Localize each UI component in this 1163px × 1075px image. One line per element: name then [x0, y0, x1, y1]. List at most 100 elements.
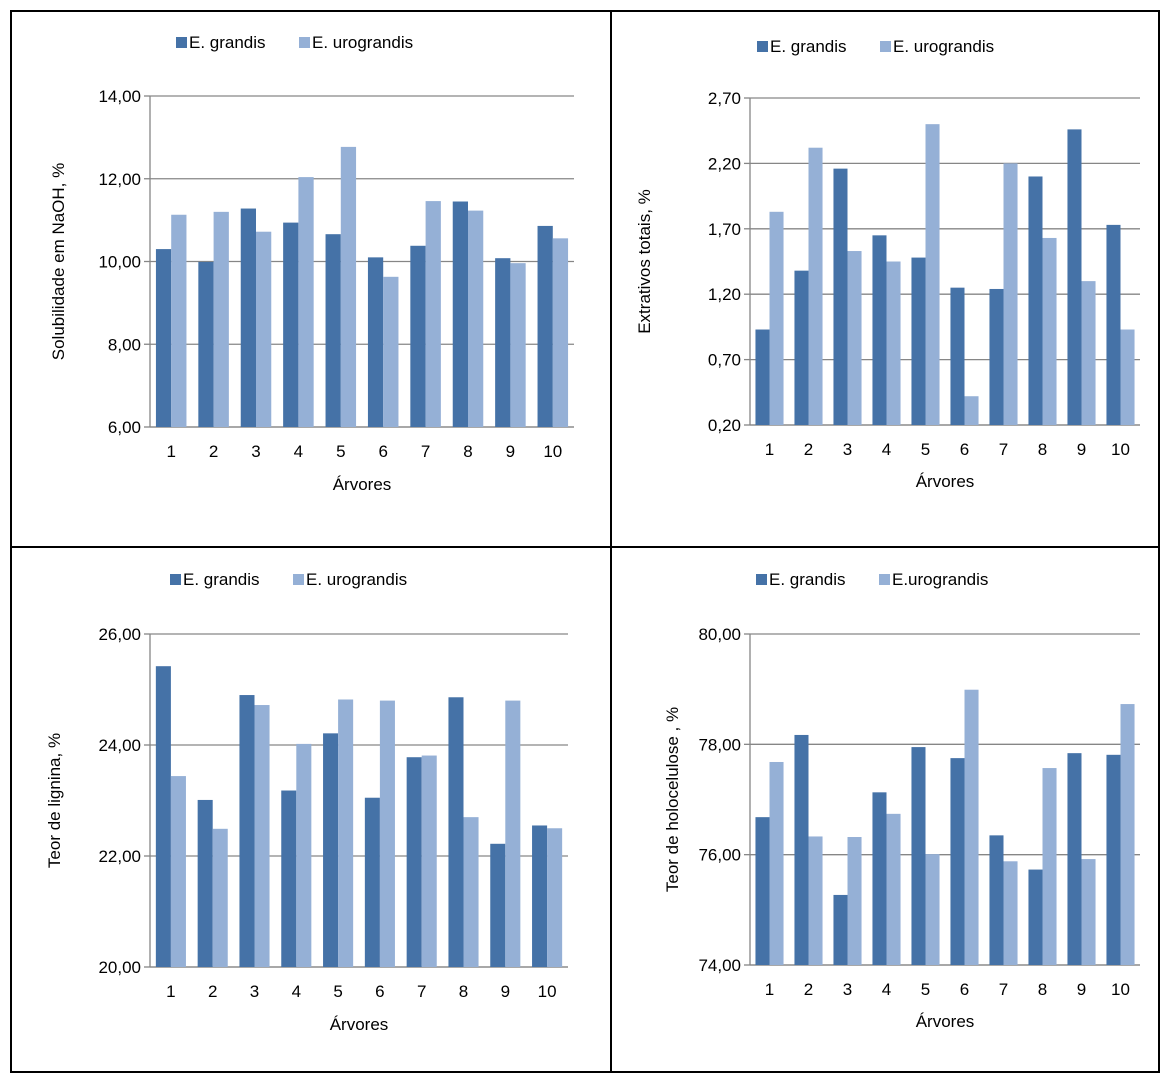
legend-swatch-grandis — [176, 37, 187, 48]
bar-grandis — [950, 758, 965, 965]
legend-swatch-grandis — [757, 41, 768, 52]
x-tick-label: 6 — [960, 440, 969, 459]
bar-grandis — [911, 257, 926, 425]
x-tick-label: 2 — [209, 442, 218, 461]
bar-grandis — [755, 817, 770, 965]
bar-grandis — [364, 797, 380, 967]
bar-grandis — [367, 257, 384, 427]
legend-label-urograndis: E. urograndis — [306, 570, 407, 589]
y-axis-title: Teor de lignina, % — [45, 733, 64, 868]
bar-urograndis — [463, 817, 479, 967]
bar-urograndis — [847, 251, 862, 425]
bar-urograndis — [925, 854, 940, 965]
y-tick-label: 80,00 — [698, 625, 741, 644]
y-tick-label: 22,00 — [98, 847, 141, 866]
x-tick-label: 7 — [999, 980, 1008, 999]
x-tick-label: 2 — [804, 440, 813, 459]
legend-label-grandis: E. grandis — [769, 570, 846, 589]
bar-urograndis — [847, 837, 862, 965]
figure-frame — [10, 10, 1160, 1073]
x-tick-label: 5 — [921, 980, 930, 999]
x-tick-label: 6 — [378, 442, 387, 461]
bar-grandis — [490, 843, 506, 967]
bar-urograndis — [256, 231, 272, 427]
bar-urograndis — [1120, 704, 1135, 965]
x-tick-label: 5 — [333, 982, 342, 1001]
bar-grandis — [410, 245, 426, 427]
bar-grandis — [325, 234, 341, 427]
x-tick-label: 4 — [292, 982, 301, 1001]
bar-urograndis — [170, 776, 186, 967]
legend-swatch-urograndis — [299, 37, 310, 48]
panel-divider-horizontal — [10, 546, 1160, 548]
bar-grandis — [1106, 224, 1121, 425]
x-tick-label: 3 — [843, 980, 852, 999]
bar-grandis — [323, 733, 339, 967]
x-tick-label: 10 — [538, 982, 557, 1001]
x-tick-label: 8 — [1038, 440, 1047, 459]
x-tick-label: 9 — [1077, 440, 1086, 459]
y-tick-label: 2,20 — [708, 154, 741, 173]
legend-label-grandis: E. grandis — [189, 33, 266, 52]
y-tick-label: 20,00 — [98, 958, 141, 977]
y-tick-label: 12,00 — [98, 170, 141, 189]
bar-grandis — [406, 757, 422, 967]
bar-grandis — [794, 734, 809, 965]
y-tick-label: 1,70 — [708, 220, 741, 239]
bar-grandis — [240, 208, 256, 427]
bar-grandis — [755, 329, 770, 425]
legend-label-grandis: E. grandis — [183, 570, 260, 589]
x-tick-label: 4 — [882, 980, 891, 999]
x-tick-label: 3 — [250, 982, 259, 1001]
bar-urograndis — [505, 700, 521, 967]
bar-urograndis — [468, 210, 484, 427]
x-tick-label: 3 — [251, 442, 260, 461]
bar-urograndis — [340, 146, 357, 428]
bar-grandis — [1067, 753, 1082, 965]
bar-urograndis — [964, 396, 979, 425]
bar-grandis — [448, 697, 464, 967]
bar-urograndis — [510, 263, 526, 427]
bar-urograndis — [1081, 281, 1096, 425]
bar-grandis — [1106, 754, 1121, 965]
x-tick-label: 10 — [1111, 440, 1130, 459]
x-axis-title: Árvores — [916, 1012, 975, 1031]
bar-urograndis — [769, 761, 784, 965]
bar-grandis — [872, 235, 887, 425]
bar-grandis — [537, 225, 553, 427]
bar-grandis — [833, 168, 848, 425]
bar-urograndis — [769, 211, 784, 425]
bar-urograndis — [421, 755, 437, 967]
bar-grandis — [495, 258, 511, 427]
legend-label-urograndis: E. urograndis — [893, 37, 994, 56]
y-tick-label: 0,70 — [708, 351, 741, 370]
bar-grandis — [198, 261, 214, 427]
bar-urograndis — [383, 276, 399, 427]
x-tick-label: 2 — [208, 982, 217, 1001]
bar-grandis — [532, 825, 548, 967]
bar-grandis — [950, 287, 965, 425]
bar-urograndis — [171, 214, 187, 427]
bar-urograndis — [338, 699, 354, 967]
bar-grandis — [989, 288, 1004, 425]
bar-urograndis — [552, 238, 569, 427]
legend-swatch-urograndis — [880, 41, 891, 52]
legend-label-urograndis: E. urograndis — [312, 33, 413, 52]
legend-label-urograndis: E.urograndis — [892, 570, 988, 589]
bar-urograndis — [808, 836, 823, 965]
bar-urograndis — [254, 705, 270, 967]
bar-urograndis — [212, 828, 228, 967]
bar-grandis — [155, 666, 171, 967]
y-tick-label: 24,00 — [98, 736, 141, 755]
x-tick-label: 1 — [765, 440, 774, 459]
y-axis-title: Solubilidade em NaOH, % — [49, 163, 68, 360]
bar-urograndis — [925, 124, 940, 425]
bar-urograndis — [547, 828, 563, 967]
x-axis-title: Árvores — [916, 472, 975, 491]
bar-grandis — [1028, 869, 1043, 965]
y-tick-label: 8,00 — [108, 335, 141, 354]
legend-swatch-grandis — [170, 574, 181, 585]
y-tick-label: 0,20 — [708, 416, 741, 435]
bar-urograndis — [1120, 329, 1135, 425]
x-tick-label: 8 — [459, 982, 468, 1001]
